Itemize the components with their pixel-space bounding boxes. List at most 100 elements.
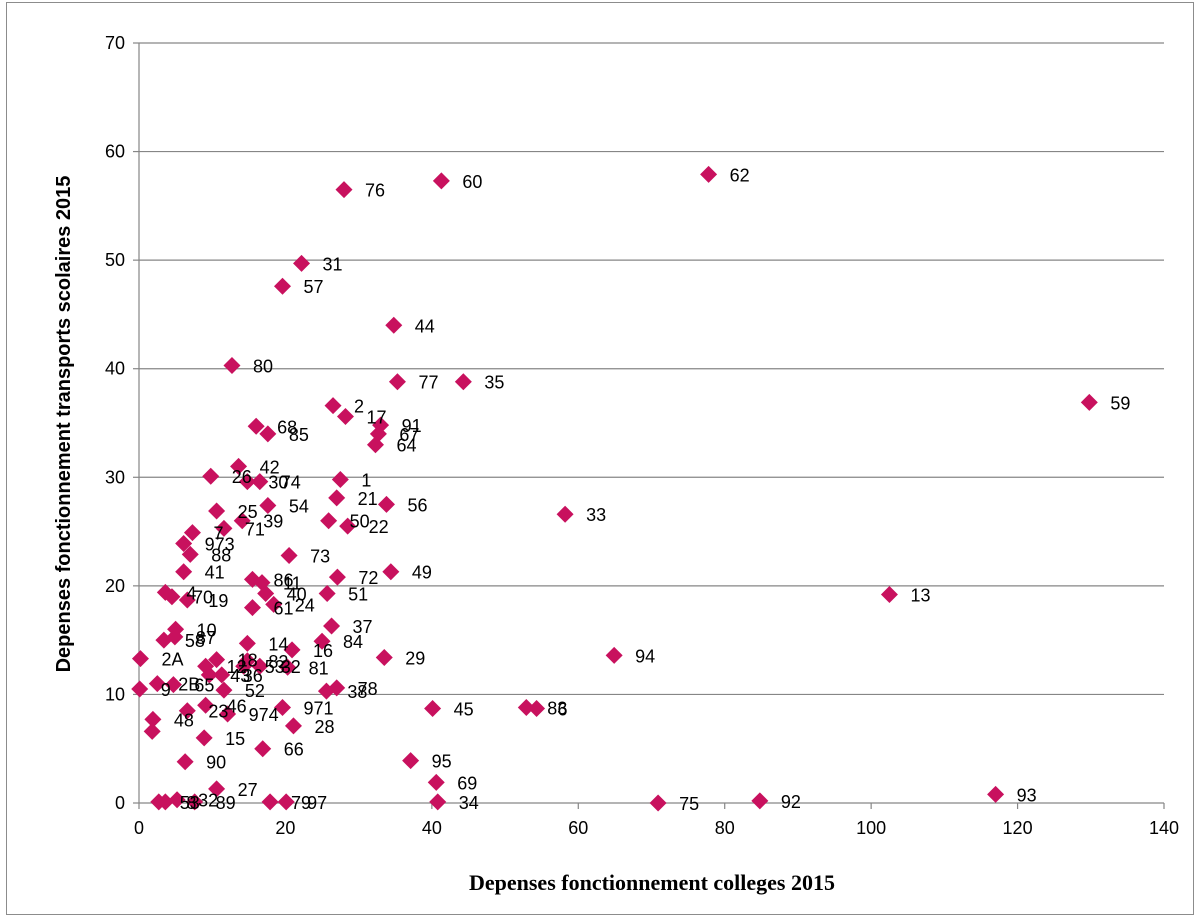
data-label: 27 — [238, 780, 258, 800]
data-label: 30 — [268, 473, 288, 493]
data-point — [336, 407, 354, 425]
gridlines — [139, 42, 1164, 696]
data-label: 32 — [281, 657, 301, 677]
x-tick-label: 40 — [422, 818, 442, 838]
data-point — [454, 373, 472, 391]
data-point — [605, 646, 623, 664]
data-point — [328, 489, 346, 507]
data-point — [197, 696, 215, 714]
data-point — [251, 473, 269, 491]
x-tick-label: 0 — [134, 818, 144, 838]
data-label: 974 — [249, 705, 279, 725]
data-label: 52 — [245, 681, 265, 701]
data-point — [200, 666, 218, 684]
data-label: 53 — [265, 657, 285, 677]
x-tick-label: 100 — [856, 818, 886, 838]
data-point — [283, 641, 301, 659]
data-label: 15 — [225, 729, 245, 749]
data-point — [168, 791, 186, 809]
data-point — [175, 535, 193, 553]
data-label: 61 — [273, 599, 293, 619]
data-label: 44 — [415, 316, 435, 336]
data-point — [247, 417, 265, 435]
data-label: 973 — [205, 535, 235, 555]
data-label: 19 — [208, 591, 228, 611]
data-point — [279, 658, 297, 676]
data-label: 38 — [347, 682, 367, 702]
data-label: 7 — [213, 524, 223, 544]
data-point — [318, 584, 336, 602]
x-tick-label: 20 — [275, 818, 295, 838]
data-point — [238, 473, 256, 491]
data-point — [223, 356, 241, 374]
data-label: 29 — [405, 649, 425, 669]
data-label: 40 — [287, 584, 307, 604]
data-point — [243, 599, 261, 617]
data-label: 12 — [227, 657, 247, 677]
x-tick-label: 120 — [1003, 818, 1033, 838]
data-label: 41 — [205, 563, 225, 583]
data-label: 16 — [313, 641, 333, 661]
y-tick-label: 70 — [105, 33, 125, 53]
data-point — [320, 512, 338, 530]
data-label: 51 — [348, 584, 368, 604]
data-point — [274, 698, 291, 716]
data-point — [156, 793, 174, 811]
data-point — [176, 753, 194, 771]
data-point — [388, 373, 406, 391]
data-point — [366, 436, 384, 454]
data-point — [178, 591, 196, 609]
data-label: 81 — [309, 658, 329, 678]
data-label: 79 — [291, 793, 311, 813]
data-point — [313, 632, 331, 650]
data-label: 24 — [295, 595, 315, 615]
data-point — [284, 717, 302, 735]
data-label: 94 — [635, 646, 655, 666]
data-point — [144, 710, 162, 728]
data-point — [178, 702, 196, 720]
data-point — [257, 584, 275, 602]
x-axis-title: Depenses fonctionnement colleges 2015 — [469, 870, 835, 895]
data-label: 84 — [343, 632, 363, 652]
data-label: 75 — [679, 794, 699, 814]
data-label: 88 — [211, 545, 231, 565]
y-tick-label: 10 — [105, 684, 125, 704]
data-point — [215, 681, 233, 699]
data-label: 8 — [186, 793, 196, 813]
y-tick-label: 40 — [105, 359, 125, 379]
y-tick-label: 20 — [105, 576, 125, 596]
data-label: 14 — [268, 634, 288, 654]
data-label: 2A — [161, 650, 183, 670]
data-point — [987, 785, 1005, 803]
y-tick-label: 0 — [115, 793, 125, 813]
data-label: 39 — [263, 512, 283, 532]
data-label: 21 — [358, 489, 378, 509]
data-points — [131, 165, 1098, 812]
data-label: 50 — [350, 512, 370, 532]
data-label: 89 — [216, 793, 236, 813]
data-point — [751, 792, 769, 810]
data-label: 68 — [277, 417, 297, 437]
data-point — [208, 651, 226, 669]
data-label: 9 — [161, 680, 171, 700]
data-point — [195, 729, 213, 747]
data-label: 97 — [307, 793, 327, 813]
data-label: 72 — [358, 568, 378, 588]
data-point — [208, 780, 226, 798]
data-point — [265, 595, 283, 613]
data-point — [700, 165, 718, 183]
data-label: 58 — [185, 631, 205, 651]
data-label: 70 — [193, 588, 213, 608]
data-label: 83 — [547, 698, 567, 718]
data-label: 36 — [243, 666, 263, 686]
data-label: 78 — [358, 679, 378, 699]
y-axis-title: Depenses fonctionnement transports scola… — [53, 176, 75, 673]
data-point — [317, 682, 335, 700]
data-point — [230, 457, 248, 475]
data-point — [424, 700, 442, 718]
data-point — [323, 617, 341, 635]
data-point — [233, 512, 251, 530]
data-point — [649, 794, 667, 812]
